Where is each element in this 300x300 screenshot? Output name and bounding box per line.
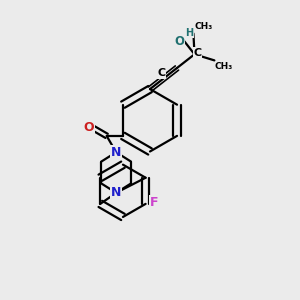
Text: C: C [157, 68, 165, 78]
Text: N: N [111, 186, 121, 199]
Text: CH₃: CH₃ [194, 22, 212, 32]
Text: C: C [194, 48, 202, 58]
Text: H: H [185, 28, 193, 38]
Text: CH₃: CH₃ [215, 62, 233, 71]
Text: O: O [84, 121, 94, 134]
Text: F: F [150, 196, 158, 209]
Text: N: N [111, 146, 121, 159]
Text: O: O [174, 35, 184, 48]
